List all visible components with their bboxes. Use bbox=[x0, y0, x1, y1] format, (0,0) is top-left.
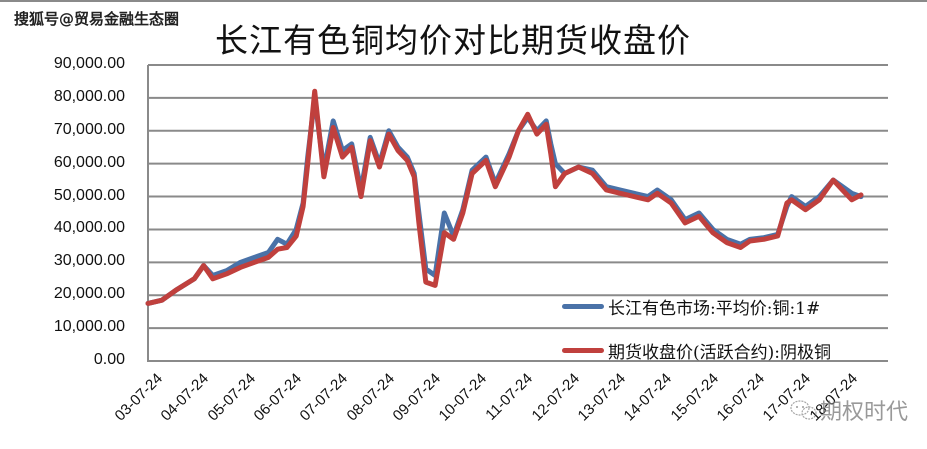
y-tick-label: 90,000.00 bbox=[53, 55, 125, 72]
legend-label: 期货收盘价(活跃合约):阴极铜 bbox=[608, 343, 831, 363]
legend-item-changjiang: 长江有色市场:平均价:铜:1# bbox=[562, 294, 820, 319]
y-tick-label: 80,000.00 bbox=[53, 87, 125, 105]
legend-swatch-red bbox=[562, 348, 604, 353]
y-tick-label: 20,000.00 bbox=[53, 285, 125, 303]
series-line-futures bbox=[145, 88, 864, 306]
y-tick-label: 30,000.00 bbox=[53, 252, 125, 270]
wechat-watermark: 期权时代 bbox=[790, 394, 908, 426]
watermark-text: 期权时代 bbox=[820, 400, 909, 425]
y-tick-label: 0.00 bbox=[93, 351, 125, 368]
legend-label: 长江有色市场:平均价:铜:1# bbox=[608, 299, 821, 319]
gridlines bbox=[148, 64, 888, 362]
top-border bbox=[0, 0, 927, 2]
legend-swatch-blue bbox=[562, 304, 604, 309]
wechat-icon bbox=[790, 400, 817, 420]
series-line-changjiang bbox=[145, 95, 864, 306]
y-tick-label: 70,000.00 bbox=[53, 120, 125, 138]
y-tick-label: 60,000.00 bbox=[53, 153, 125, 171]
chart-title: 长江有色铜均价对比期货收盘价 bbox=[215, 21, 691, 60]
y-tick-label: 10,000.00 bbox=[53, 318, 125, 336]
legend-item-futures: 期货收盘价(活跃合约):阴极铜 bbox=[562, 338, 831, 363]
y-tick-label: 40,000.00 bbox=[53, 219, 125, 237]
y-tick-label: 50,000.00 bbox=[53, 186, 125, 204]
source-watermark: 搜狐号@贸易金融生态圈 bbox=[14, 10, 180, 28]
